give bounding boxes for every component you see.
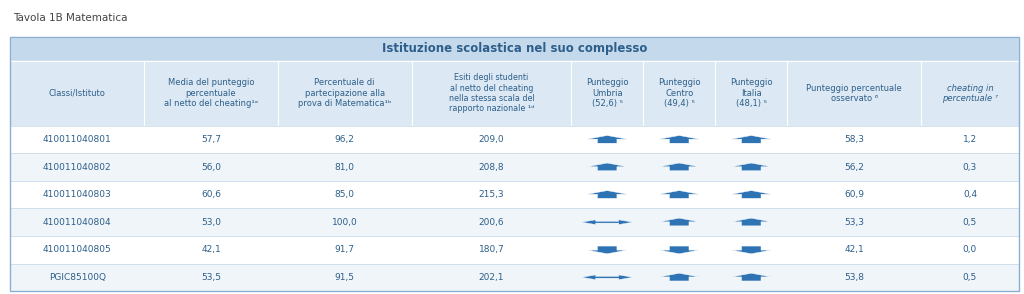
Text: 60,9: 60,9: [844, 190, 864, 199]
Bar: [10, 37, 1019, 61]
Polygon shape: [731, 218, 771, 226]
Polygon shape: [731, 273, 771, 281]
Text: 53,3: 53,3: [844, 218, 864, 227]
Text: 53,5: 53,5: [201, 273, 221, 282]
Text: 202,1: 202,1: [478, 273, 504, 282]
Bar: [10, 37, 1019, 291]
Polygon shape: [582, 275, 633, 280]
Text: Punteggio
Italia
(48,1) ⁵: Punteggio Italia (48,1) ⁵: [730, 78, 772, 108]
Text: 209,0: 209,0: [478, 135, 504, 144]
Polygon shape: [659, 218, 699, 226]
Text: 410011040801: 410011040801: [43, 135, 112, 144]
Text: 410011040805: 410011040805: [43, 245, 112, 254]
Text: 53,8: 53,8: [844, 273, 864, 282]
Text: Esiti degli studenti
al netto del cheating
nella stessa scala del
rapporto nazio: Esiti degli studenti al netto del cheati…: [449, 73, 535, 113]
Text: 100,0: 100,0: [332, 218, 357, 227]
Text: 56,0: 56,0: [201, 163, 221, 172]
Text: 208,8: 208,8: [478, 163, 504, 172]
Polygon shape: [587, 246, 627, 254]
Text: 85,0: 85,0: [335, 190, 354, 199]
Text: 91,7: 91,7: [335, 245, 354, 254]
Polygon shape: [731, 191, 771, 198]
Text: Percentuale di
partecipazione alla
prova di Matematica¹ᵇ: Percentuale di partecipazione alla prova…: [298, 78, 391, 108]
Text: 58,3: 58,3: [844, 135, 864, 144]
Text: 0,5: 0,5: [963, 273, 977, 282]
Text: 410011040804: 410011040804: [43, 218, 112, 227]
Text: 0,0: 0,0: [963, 245, 977, 254]
Text: 410011040803: 410011040803: [43, 190, 112, 199]
Polygon shape: [659, 163, 699, 171]
Text: Media del punteggio
percentuale
al netto del cheating¹ᵃ: Media del punteggio percentuale al netto…: [164, 78, 258, 108]
Bar: [787, 61, 922, 126]
Text: Istituzione scolastica nel suo complesso: Istituzione scolastica nel suo complesso: [382, 42, 647, 55]
Text: PGIC85100Q: PGIC85100Q: [48, 273, 105, 282]
Text: 1,2: 1,2: [963, 135, 977, 144]
Bar: [10, 208, 1019, 236]
Text: 0,4: 0,4: [963, 190, 977, 199]
Polygon shape: [659, 246, 699, 254]
Polygon shape: [731, 246, 771, 254]
Bar: [278, 61, 412, 126]
Text: 180,7: 180,7: [478, 245, 504, 254]
Text: 57,7: 57,7: [201, 135, 221, 144]
Polygon shape: [659, 273, 699, 281]
Bar: [412, 61, 571, 126]
Polygon shape: [731, 136, 771, 143]
Text: Classi/Istituto: Classi/Istituto: [49, 89, 105, 98]
Bar: [643, 61, 715, 126]
Text: 200,6: 200,6: [478, 218, 504, 227]
Bar: [922, 61, 1019, 126]
Polygon shape: [587, 191, 627, 198]
Polygon shape: [587, 163, 627, 171]
Polygon shape: [659, 136, 699, 143]
Text: Punteggio percentuale
osservato ⁶: Punteggio percentuale osservato ⁶: [806, 83, 902, 103]
Polygon shape: [582, 220, 633, 225]
Text: 91,5: 91,5: [335, 273, 354, 282]
Text: 215,3: 215,3: [478, 190, 504, 199]
Bar: [10, 181, 1019, 208]
Bar: [10, 236, 1019, 263]
Text: Punteggio
Umbria
(52,6) ⁵: Punteggio Umbria (52,6) ⁵: [586, 78, 629, 108]
Text: Tavola 1B Matematica: Tavola 1B Matematica: [13, 13, 128, 23]
Text: 56,2: 56,2: [844, 163, 864, 172]
Bar: [10, 61, 144, 126]
Text: 410011040802: 410011040802: [43, 163, 112, 172]
Text: cheating in
percentuale ⁷: cheating in percentuale ⁷: [942, 83, 998, 103]
Bar: [144, 61, 278, 126]
Text: 42,1: 42,1: [201, 245, 221, 254]
Text: 96,2: 96,2: [335, 135, 354, 144]
Bar: [10, 126, 1019, 153]
Text: 42,1: 42,1: [845, 245, 864, 254]
Polygon shape: [587, 136, 627, 143]
Text: Punteggio
Centro
(49,4) ⁵: Punteggio Centro (49,4) ⁵: [658, 78, 700, 108]
Text: 53,0: 53,0: [201, 218, 221, 227]
Bar: [715, 61, 787, 126]
Bar: [10, 263, 1019, 291]
Text: 81,0: 81,0: [335, 163, 354, 172]
Polygon shape: [731, 163, 771, 171]
Bar: [10, 153, 1019, 181]
Bar: [571, 61, 643, 126]
Polygon shape: [659, 191, 699, 198]
Text: 0,3: 0,3: [963, 163, 977, 172]
Text: 0,5: 0,5: [963, 218, 977, 227]
Text: 60,6: 60,6: [201, 190, 221, 199]
